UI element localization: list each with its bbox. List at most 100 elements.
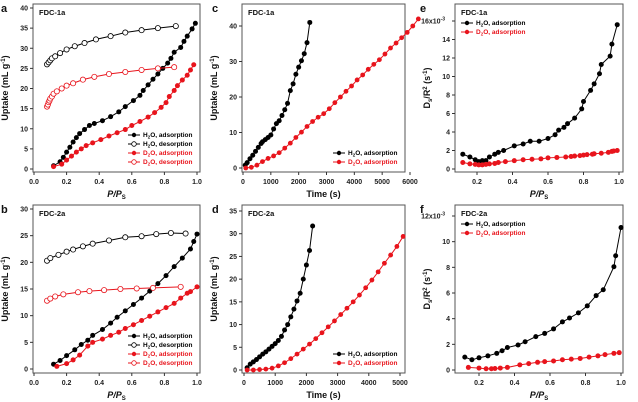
data-point [598,61,604,67]
x-axis-title: P/PS [107,390,126,402]
legend-label: D2O, desorption [143,159,192,167]
x-tick-label: 0.2 [62,380,72,387]
legend-item: D2O, desorption [128,360,192,368]
data-point [181,38,187,44]
data-point [511,143,517,149]
y-tick-label: 0 [24,367,28,374]
legend-label-sub: 2 [481,32,484,37]
data-point [332,318,337,324]
y-tick-label: 20 [229,277,237,284]
legend-label: H2O, adsorption [476,20,525,28]
data-point [502,159,508,165]
data-point [179,77,185,83]
y-tick-label: 30 [20,46,28,53]
data-point [155,309,161,315]
data-point [73,149,79,155]
data-point [369,277,375,283]
panel-b: b FDC-2a 0.0 0.2 0.4 0.6 0.8 1.0 0 5 10 15 20 25 30 P/P… [0,204,202,402]
data-point [55,251,62,258]
data-point [145,82,151,88]
data-point [568,356,574,362]
series-d2o-adsorption [244,234,406,373]
data-point [51,164,57,170]
data-point [130,322,136,328]
data-point [129,123,135,129]
legend-label-sub: 2 [353,354,356,359]
y-axis-title: Uptake (mL g-1) [209,256,219,321]
data-point [70,80,77,87]
legend-label: D2O, adsorption [348,159,397,167]
data-point [591,151,597,157]
data-point [138,27,145,34]
data-point [561,124,567,130]
data-point [122,234,129,241]
data-point [122,325,128,331]
x-tick-label: 0.6 [127,179,137,186]
legend-item: H2O, adsorption [128,333,192,341]
data-point [577,355,583,361]
data-point [399,35,405,41]
legend-label-main: H [476,20,481,27]
series-d2o-adsorption [460,148,620,168]
y-tick-label: 5 [233,345,237,352]
legend-label-rest: O, adsorption [355,351,397,358]
y-tick-label: 40 [229,24,237,31]
data-point [595,353,601,359]
data-point [476,162,482,168]
data-point [54,363,60,369]
data-point [538,156,544,162]
y-tick-label: 10 [20,126,28,133]
data-point [47,255,54,262]
data-point [269,365,275,371]
data-point [64,157,70,163]
data-point [130,98,136,104]
data-point [70,139,76,145]
data-point [68,153,74,159]
data-point [388,45,393,51]
data-point [64,149,70,155]
y-axis-title-main: Uptake (mL g [209,265,219,322]
x-tick-label: 0.8 [579,179,589,186]
legend-marker [336,360,342,366]
data-point [394,244,400,249]
data-point [178,295,184,301]
data-point [153,231,160,238]
data-point [275,363,281,369]
data-point [82,127,88,133]
data-point [91,73,98,80]
data-point [572,115,578,121]
y-exponent: -3 [441,17,446,23]
data-point [415,16,421,22]
y-tick-label: 20 [229,95,237,102]
legend-label-rest: O, adsorption [483,221,525,228]
data-point [63,46,70,53]
data-point [244,367,250,373]
x-tick-label: 0 [242,380,246,387]
data-point [288,356,294,362]
data-point [575,310,581,316]
panel-title: FDC-1a [39,8,66,17]
data-point [460,160,466,166]
legend-marker [131,342,137,348]
data-point [307,248,313,254]
data-point [187,246,193,252]
data-point [137,92,143,98]
legend-label-sub: 2 [148,336,151,341]
data-point [70,357,76,363]
data-point [542,330,548,336]
y-tick-label: 30 [229,59,237,66]
data-point [52,53,59,60]
data-point [158,104,164,110]
data-point [122,127,128,133]
series-d2o-adsorption [465,350,622,372]
y-tick-label: 4 [446,130,450,137]
series-h2o-adsorption [244,223,316,371]
data-point [171,64,178,71]
panel-a: a FDC-1a 0.0 0.2 0.4 0.6 0.8 1.0 0 5 10 15 20 25 30 35 4… [0,3,202,201]
data-point [243,165,249,171]
y-axis-title-main: D [422,303,432,310]
data-point [607,53,613,59]
legend-label: D2O, adsorption [476,29,525,37]
data-point [343,88,349,94]
